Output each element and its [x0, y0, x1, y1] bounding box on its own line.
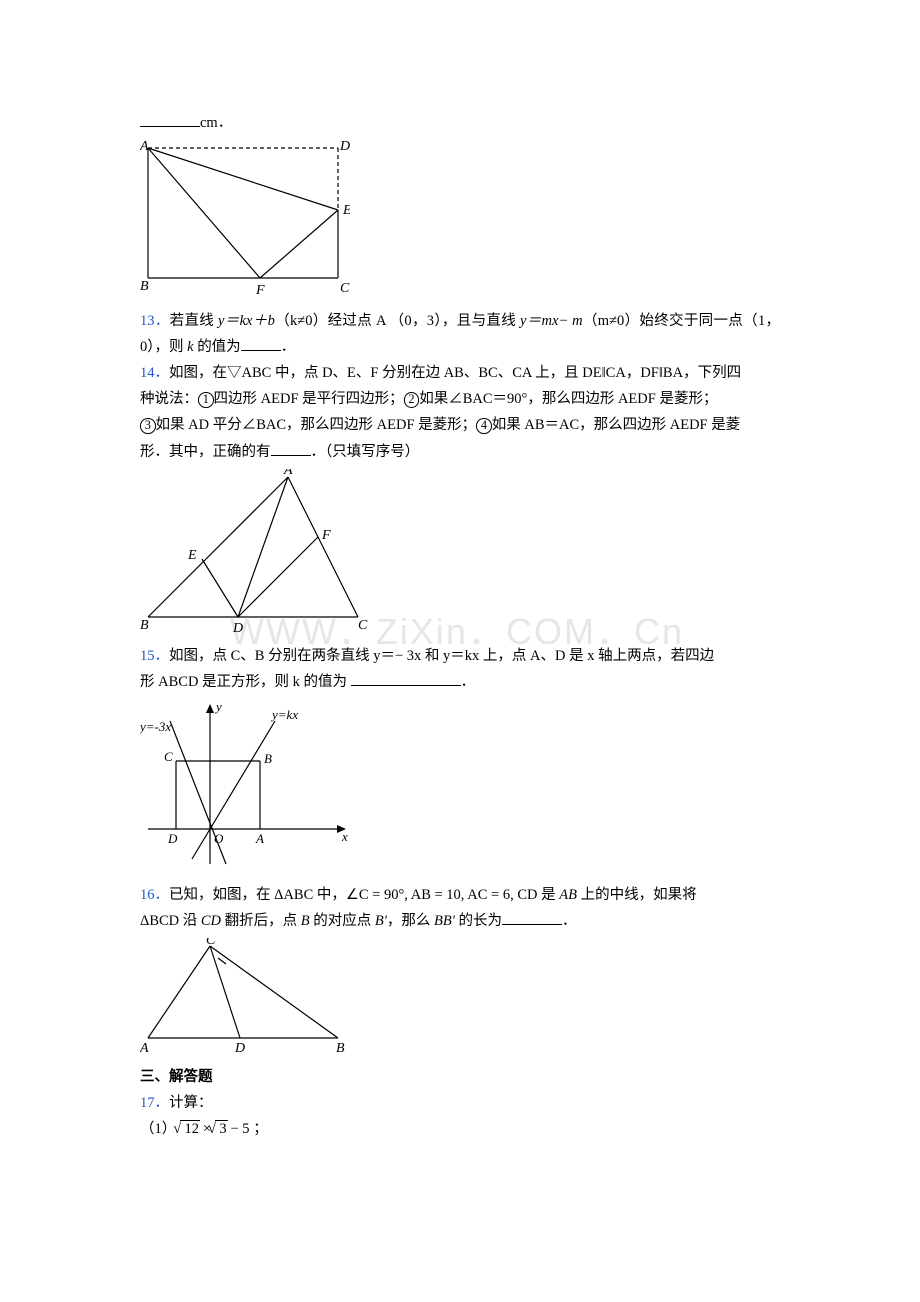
svg-text:y=kx: y=kx: [270, 707, 298, 722]
q16-a3: 是: [537, 887, 559, 903]
q14-num: 14．: [140, 365, 169, 381]
prev-unit: cm．: [200, 115, 232, 131]
q14-blank: [271, 440, 311, 456]
q16-a4: 上的中线，如果将: [577, 887, 697, 903]
q14-c3: 3: [140, 418, 156, 434]
svg-text:D: D: [167, 831, 178, 846]
q15-ta: 如图，点 C、B 分别在两条直线 y＝− 3x 和 y＝kx 上，点 A、D 是…: [169, 648, 714, 664]
svg-text:B: B: [140, 618, 149, 633]
q14-s2a: 如果∠BAC＝90°，那么四边形 AEDF 是菱形；: [419, 391, 717, 407]
q17-s1-label: （1）: [140, 1121, 176, 1137]
fig-15: y x y=kx y=-3x C B D O A: [140, 699, 780, 874]
svg-text:B: B: [336, 1041, 345, 1056]
svg-text:A: A: [140, 1041, 149, 1056]
q13-period: ．: [281, 339, 296, 355]
q14-t1: 如图，在▽ABC 中，点 D、E、F 分别在边 AB、BC、CA 上，且 DE‖…: [169, 365, 741, 381]
svg-text:E: E: [342, 203, 350, 218]
q13-blank: [241, 336, 281, 352]
q14-l2: 种说法：1四边形 AEDF 是平行四边形；2如果∠BAC＝90°，那么四边形 A…: [140, 386, 780, 412]
q15-l1: 15．如图，点 C、B 分别在两条直线 y＝− 3x 和 y＝kx 上，点 A、…: [140, 643, 780, 669]
svg-text:y=-3x: y=-3x: [140, 719, 171, 734]
fig-16: A B C D: [140, 938, 780, 1056]
q14-s4a: 如果 AB＝AC，那么四边形 AEDF 是菱: [492, 417, 741, 433]
q16-b5: ，那么: [387, 913, 434, 929]
svg-text:x: x: [341, 829, 348, 844]
svg-text:B: B: [264, 751, 272, 766]
svg-text:D: D: [234, 1041, 245, 1056]
fig-14: A B C D E F: [140, 469, 780, 635]
q16-period: ．: [562, 913, 577, 929]
svg-text:C: C: [340, 281, 350, 296]
svg-text:C: C: [164, 749, 173, 764]
q16-bvar: B: [301, 913, 310, 929]
q17: 17．计算：: [140, 1090, 780, 1116]
q13-suf: 的值为: [194, 339, 241, 355]
svg-text:y: y: [214, 699, 222, 714]
q14-l1: 14．如图，在▽ABC 中，点 D、E、F 分别在边 AB、BC、CA 上，且 …: [140, 360, 780, 386]
q15-tb: 形 ABCD 是正方形，则 k 的值为: [140, 674, 351, 690]
svg-text:B: B: [140, 279, 149, 294]
q13-eq2: y＝mx− m: [520, 313, 583, 329]
q17-label: 计算：: [169, 1095, 213, 1111]
q14-s3: 如果 AD 平分∠BAC，那么四边形 AEDF 是菱形；: [156, 417, 477, 433]
prev-blank-line: cm．: [140, 110, 780, 136]
q14-tail: ．（只填写序号）: [311, 444, 420, 460]
q16-a2: 中，: [313, 887, 346, 903]
q16-l2: ΔBCD 沿 CD 翻折后，点 B 的对应点 B'，那么 BB' 的长为 ．: [140, 908, 780, 934]
svg-text:A: A: [255, 831, 264, 846]
q16-cd: CD: [201, 913, 221, 929]
svg-text:D: D: [232, 621, 243, 635]
q14-l3: 3如果 AD 平分∠BAC，那么四边形 AEDF 是菱形；4如果 AB＝AC，那…: [140, 412, 780, 438]
q15-period: ．: [461, 674, 476, 690]
q17-sub1: （1） 12√ × 3√ − 5 ；: [140, 1116, 780, 1142]
q17-num: 17．: [140, 1095, 169, 1111]
q16-ab: AB: [559, 887, 577, 903]
q16-ang: ∠C = 90°, AB = 10, AC = 6, CD: [346, 887, 538, 903]
section-3-header: 三、解答题: [140, 1064, 780, 1090]
q16-a1: 已知，如图，在: [169, 887, 274, 903]
q16-blank: [502, 909, 562, 925]
q16-b4: 的对应点: [310, 913, 375, 929]
q15-num: 15．: [140, 648, 169, 664]
q14-c4: 4: [476, 418, 492, 434]
q16-l1: 16．已知，如图，在 ΔABC 中，∠C = 90°, AB = 10, AC …: [140, 882, 780, 908]
q14-c1: 1: [198, 392, 214, 408]
q14-l4: 形．其中，正确的有 ．（只填写序号）: [140, 439, 780, 465]
content-region: cm． A D E C: [140, 110, 780, 1142]
q16-num: 16．: [140, 887, 169, 903]
q13-num: 13．: [140, 313, 170, 329]
svg-text:O: O: [214, 831, 224, 846]
q14-c2: 2: [404, 392, 420, 408]
q16-b2: 沿: [179, 913, 201, 929]
svg-text:D: D: [339, 140, 350, 154]
q16-bp: B': [375, 913, 387, 929]
q16-b1: ΔBCD: [140, 913, 179, 929]
q17-s1-expr: 12√ × 3√ − 5: [180, 1121, 253, 1137]
q14-s4b: 形．其中，正确的有: [140, 444, 271, 460]
svg-text:C: C: [206, 938, 216, 948]
q16-b6: 的长为: [455, 913, 502, 929]
q13: 13．若直线 y＝kx＋b（k≠0）经过点 A （0，3），且与直线 y＝mx−…: [140, 308, 780, 360]
q15-l2: 形 ABCD 是正方形，则 k 的值为 ．: [140, 669, 780, 695]
q14-s1: 四边形 AEDF 是平行四边形；: [214, 391, 404, 407]
svg-text:E: E: [187, 548, 197, 563]
svg-text:A: A: [140, 140, 149, 154]
q13-t1: 若直线: [170, 313, 218, 329]
q14-t2: 种说法：: [140, 391, 198, 407]
q15-blank: [351, 670, 461, 686]
q16-bb: BB': [434, 913, 455, 929]
q13-eq1: y＝kx＋b: [218, 313, 275, 329]
svg-text:C: C: [358, 618, 368, 633]
svg-text:F: F: [321, 528, 331, 543]
svg-text:F: F: [255, 283, 265, 298]
fig-12: A D E C F B: [140, 140, 780, 300]
q16-b3: 翻折后，点: [221, 913, 301, 929]
q17-s1-semi: ；: [253, 1121, 268, 1137]
svg-text:A: A: [283, 469, 293, 478]
prev-blank: [140, 112, 200, 128]
q16-tri: ΔABC: [274, 887, 313, 903]
q13-p1: （k≠0）经过点 A （0，3），且与直线: [275, 313, 520, 329]
